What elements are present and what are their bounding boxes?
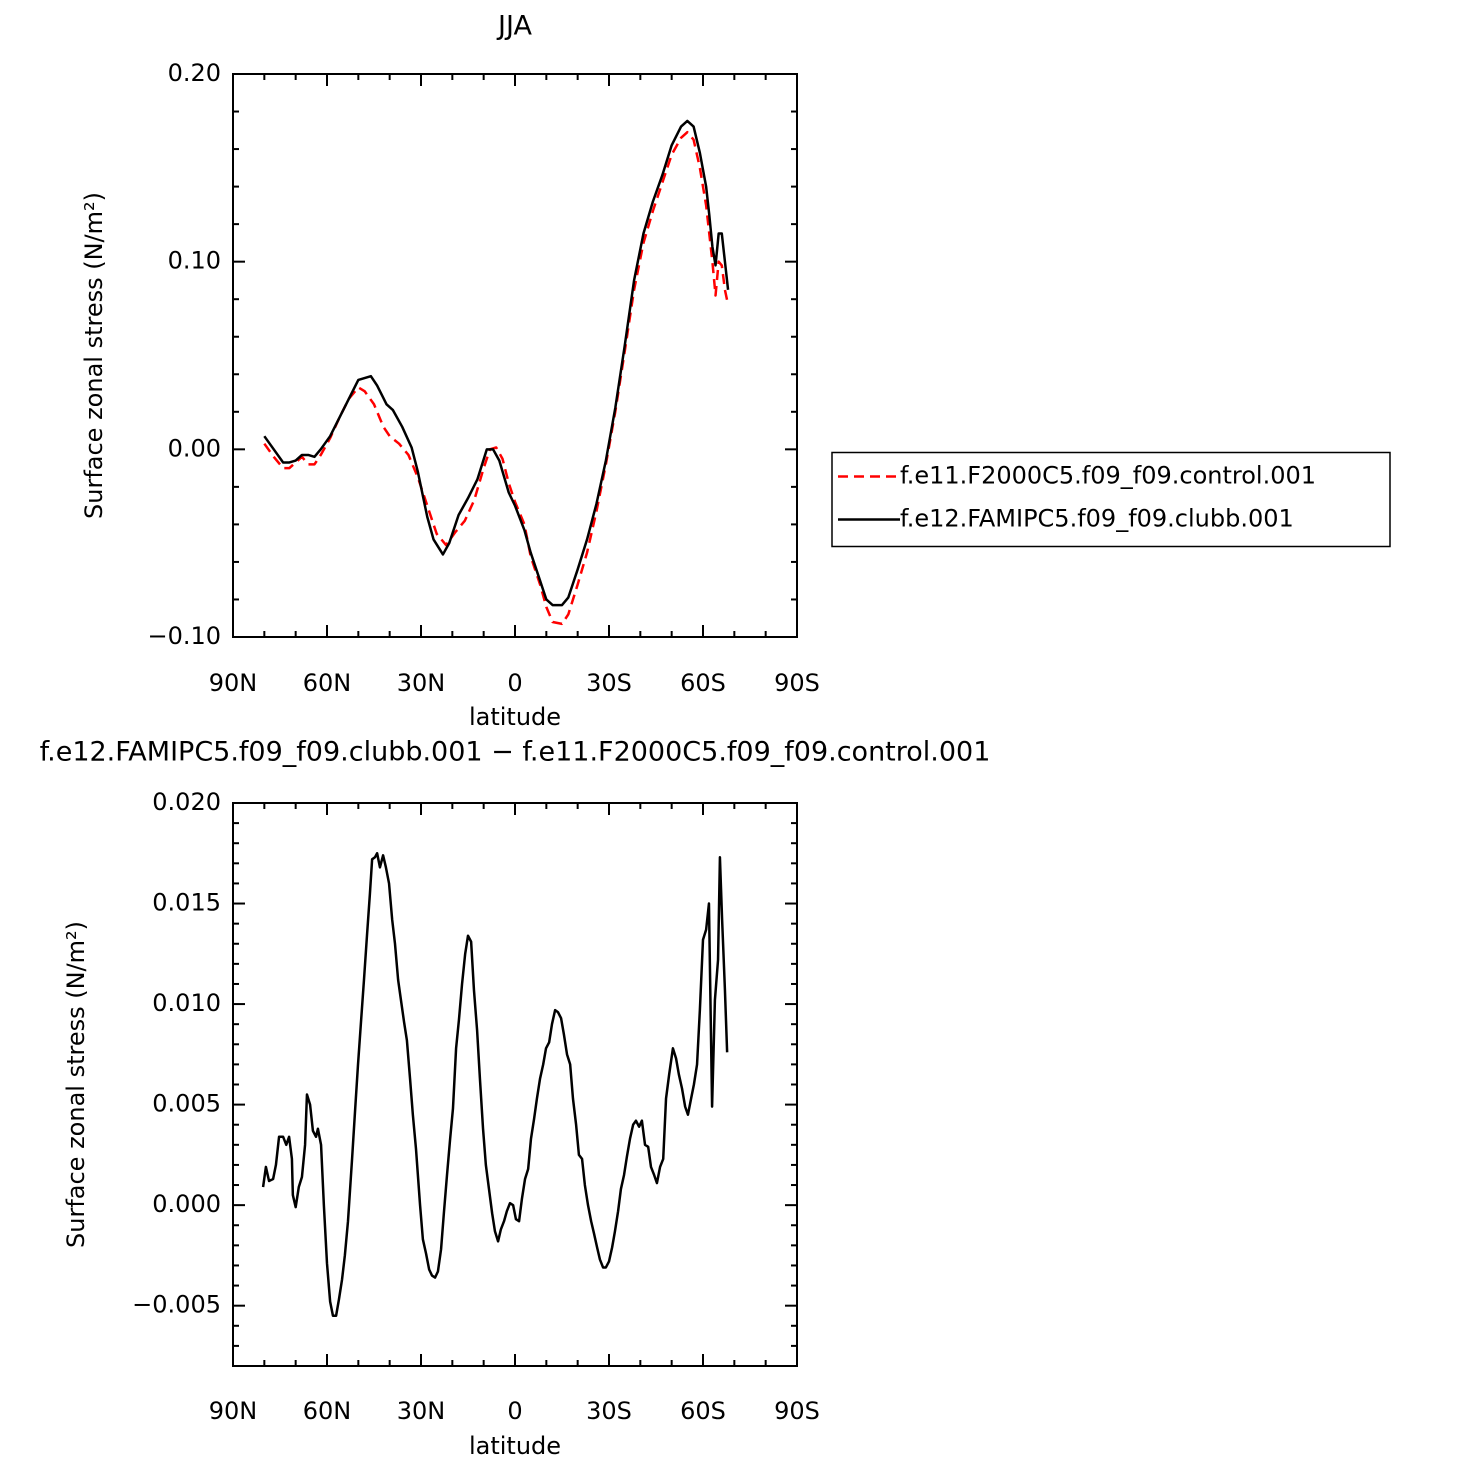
plot-frame	[232, 73, 798, 638]
data-line	[261, 852, 729, 1317]
x-tick-label: 90N	[209, 669, 258, 697]
x-tick-label: 30N	[397, 1397, 446, 1425]
x-tick-label: 60N	[303, 1397, 352, 1425]
y-tick-label: 0.015	[152, 889, 221, 917]
y-tick-label: 0.000	[152, 1190, 221, 1218]
y-tick-label: 0.20	[168, 59, 221, 87]
plot-frame	[232, 802, 798, 1367]
x-axis-label: latitude	[469, 703, 561, 731]
y-tick-label: 0.005	[152, 1090, 221, 1118]
x-axis-label: latitude	[469, 1432, 561, 1460]
x-tick-label: 60S	[680, 669, 726, 697]
y-axis-label: Surface zonal stress (N/m²)	[80, 192, 108, 519]
y-axis-label: Surface zonal stress (N/m²)	[62, 921, 90, 1248]
legend-label: f.e11.F2000C5.f09_f09.control.001	[900, 462, 1316, 490]
y-tick-label: −0.10	[147, 622, 221, 650]
x-tick-label: 60S	[680, 1397, 726, 1425]
data-line	[263, 130, 730, 626]
legend-box	[831, 451, 1391, 548]
x-tick-label: 0	[507, 669, 522, 697]
y-tick-label: 0.020	[152, 788, 221, 816]
x-tick-label: 30N	[397, 669, 446, 697]
y-tick-label: 0.10	[168, 247, 221, 275]
x-tick-label: 90N	[209, 1397, 258, 1425]
x-tick-label: 90S	[774, 1397, 820, 1425]
x-tick-label: 0	[507, 1397, 522, 1425]
x-tick-label: 30S	[586, 1397, 632, 1425]
chart-title: f.e12.FAMIPC5.f09_f09.clubb.001 − f.e11.…	[40, 737, 991, 768]
chart-title: JJA	[496, 11, 532, 42]
x-tick-label: 60N	[303, 669, 352, 697]
y-tick-label: 0.00	[168, 434, 221, 462]
y-tick-label: −0.005	[132, 1291, 221, 1319]
legend-label: f.e12.FAMIPC5.f09_f09.clubb.001	[900, 505, 1294, 533]
x-tick-label: 90S	[774, 669, 820, 697]
y-tick-label: 0.010	[152, 989, 221, 1017]
data-line	[263, 119, 730, 607]
x-tick-label: 30S	[586, 669, 632, 697]
